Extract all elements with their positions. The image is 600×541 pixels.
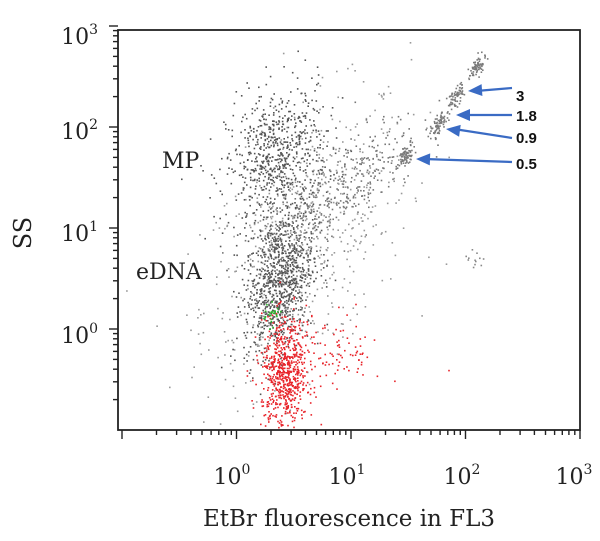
bead-cluster-3 <box>395 140 417 168</box>
x-axis-ticks <box>121 430 581 439</box>
y-tick-label-10: 101 <box>61 219 98 247</box>
bead-label-0-9: 0.9 <box>516 130 537 147</box>
population-label-mp: MP <box>162 149 200 174</box>
green-population <box>263 301 282 330</box>
background-events <box>126 42 470 425</box>
y-tick-label-1000: 103 <box>61 22 98 50</box>
x-tick-label-1: 100 <box>214 462 251 490</box>
y-axis-ticks <box>109 25 118 401</box>
y-axis-label: SS <box>9 217 37 249</box>
plot-frame <box>117 29 581 431</box>
bead-label-3: 3 <box>516 88 524 105</box>
red-tail <box>246 303 450 408</box>
mp-population <box>181 50 353 272</box>
bead-arrow-3 <box>416 153 513 166</box>
y-tick-label-1: 100 <box>61 321 98 349</box>
bead-arrow-2 <box>446 124 513 140</box>
bead-arrow-0 <box>468 84 513 96</box>
bead-label-1-8: 1.8 <box>516 108 537 125</box>
bead-label-0-5: 0.5 <box>516 156 537 173</box>
x-tick-label-100: 102 <box>444 462 481 490</box>
scatter-points <box>126 42 489 429</box>
bead-cluster-1 <box>445 81 466 114</box>
bead-cluster-2 <box>429 111 451 141</box>
trail-events <box>222 99 445 274</box>
population-label-edna: eDNA <box>136 260 203 285</box>
red-population <box>251 281 323 429</box>
x-tick-label-1000: 103 <box>556 462 593 490</box>
y-tick-label-100: 102 <box>61 117 98 145</box>
bead-cluster-0 <box>467 51 489 81</box>
bead-arrow-1 <box>456 109 512 121</box>
x-tick-label-10: 101 <box>329 462 366 490</box>
outlier-events <box>465 249 485 269</box>
bead-arrows <box>416 84 513 166</box>
x-axis-label: EtBr fluorescence in FL3 <box>203 506 495 532</box>
